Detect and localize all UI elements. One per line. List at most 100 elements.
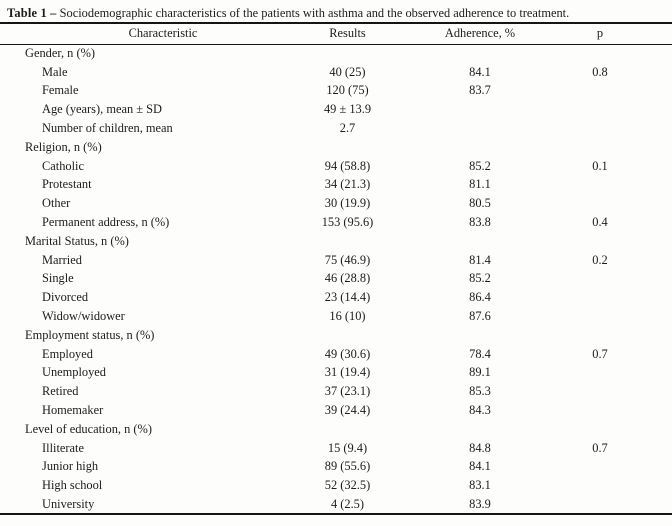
cell-p-value — [555, 420, 645, 439]
cell-p-value — [555, 138, 645, 157]
cell-adherence: 84.1 — [469, 64, 491, 79]
cell-p-value — [555, 326, 645, 345]
cell-results: 16 (10) — [329, 309, 366, 324]
cell-characteristic: Level of education, n (%) — [25, 421, 152, 436]
cell-results: 23 (14.4) — [324, 290, 371, 305]
sociodemographic-table: Characteristic Results Adherence, % p Ge… — [0, 22, 672, 515]
cell-adherence: 83.8 — [469, 215, 491, 230]
cell-characteristic: High school — [42, 478, 103, 493]
table-row: Age (years), mean ± SD 49 ± 13.9 — [0, 100, 672, 119]
cell-adherence: 84.1 — [469, 459, 491, 474]
cell-characteristic: Illiterate — [42, 440, 84, 455]
cell-p-value — [555, 364, 645, 383]
cell-p-value: 0.4 — [592, 215, 608, 230]
cell-p-value — [555, 232, 645, 251]
cell-results: 40 (25) — [329, 64, 366, 79]
cell-results: 4 (2.5) — [330, 496, 365, 511]
cell-adherence — [405, 326, 555, 345]
cell-spacer — [645, 270, 672, 289]
table-row: Employed 49 (30.6) 78.4 0.7 — [0, 345, 672, 364]
cell-spacer — [645, 157, 672, 176]
table-row: Male 40 (25) 84.1 0.8 — [0, 63, 672, 82]
column-header-p: p — [596, 26, 604, 41]
column-header-results: Results — [329, 26, 366, 41]
cell-adherence — [405, 232, 555, 251]
table-row: Employment status, n (%) — [0, 326, 672, 345]
cell-results: 30 (19.9) — [324, 196, 371, 211]
cell-results — [290, 44, 405, 63]
cell-spacer — [645, 382, 672, 401]
cell-characteristic: Marital Status, n (%) — [25, 233, 129, 248]
cell-p-value: 0.7 — [592, 346, 608, 361]
cell-spacer — [645, 401, 672, 420]
cell-adherence — [405, 119, 555, 138]
cell-p-value — [555, 382, 645, 401]
cell-spacer — [645, 326, 672, 345]
cell-p-value: 0.1 — [592, 158, 608, 173]
cell-characteristic: Junior high — [42, 459, 99, 474]
cell-p-value — [555, 476, 645, 495]
cell-adherence: 78.4 — [469, 346, 491, 361]
cell-spacer — [645, 439, 672, 458]
cell-p-value: 0.2 — [592, 252, 608, 267]
table-body: Gender, n (%) Male 40 (25) 84.1 0.8 Fema… — [0, 44, 672, 514]
cell-spacer — [645, 495, 672, 514]
cell-results: 31 (19.4) — [324, 365, 371, 380]
table-row: Widow/widower 16 (10) 87.6 — [0, 307, 672, 326]
table-row: Religion, n (%) — [0, 138, 672, 157]
cell-adherence: 80.5 — [469, 196, 491, 211]
cell-adherence — [405, 138, 555, 157]
cell-characteristic: Protestant — [42, 177, 92, 192]
cell-spacer — [645, 82, 672, 101]
cell-characteristic: Permanent address, n (%) — [42, 215, 170, 230]
cell-spacer — [645, 232, 672, 251]
cell-results: 120 (75) — [326, 83, 369, 98]
cell-characteristic: Married — [42, 252, 82, 267]
cell-p-value — [555, 119, 645, 138]
cell-adherence: 81.1 — [469, 177, 491, 192]
cell-results: 34 (21.3) — [324, 177, 371, 192]
table-row: University 4 (2.5) 83.9 — [0, 495, 672, 514]
table-row: Female 120 (75) 83.7 — [0, 82, 672, 101]
cell-p-value — [555, 307, 645, 326]
table-row: Unemployed 31 (19.4) 89.1 — [0, 364, 672, 383]
cell-adherence: 84.8 — [469, 440, 491, 455]
table-row: Retired 37 (23.1) 85.3 — [0, 382, 672, 401]
table-row: High school 52 (32.5) 83.1 — [0, 476, 672, 495]
cell-characteristic: Single — [42, 271, 74, 286]
header-row: Characteristic Results Adherence, % p — [0, 23, 672, 44]
cell-adherence: 83.9 — [469, 496, 491, 511]
cell-characteristic: Gender, n (%) — [25, 46, 96, 61]
cell-adherence — [405, 44, 555, 63]
cell-spacer — [645, 251, 672, 270]
cell-adherence: 83.7 — [469, 83, 491, 98]
cell-characteristic: Other — [42, 196, 71, 211]
cell-adherence: 87.6 — [469, 309, 491, 324]
cell-spacer — [645, 288, 672, 307]
table-row: Junior high 89 (55.6) 84.1 — [0, 458, 672, 477]
cell-p-value — [555, 176, 645, 195]
cell-spacer — [645, 138, 672, 157]
cell-characteristic: Employed — [42, 346, 93, 361]
table-row: Catholic 94 (58.8) 85.2 0.1 — [0, 157, 672, 176]
cell-p-value — [555, 100, 645, 119]
table-row: Protestant 34 (21.3) 81.1 — [0, 176, 672, 195]
cell-p-value — [555, 458, 645, 477]
table-row: Married 75 (46.9) 81.4 0.2 — [0, 251, 672, 270]
cell-results — [290, 138, 405, 157]
cell-characteristic: Employment status, n (%) — [25, 327, 155, 342]
table-row: Permanent address, n (%) 153 (95.6) 83.8… — [0, 213, 672, 232]
cell-spacer — [645, 176, 672, 195]
cell-adherence: 85.2 — [469, 271, 491, 286]
cell-adherence — [405, 100, 555, 119]
cell-spacer — [645, 458, 672, 477]
table-row: Other 30 (19.9) 80.5 — [0, 194, 672, 213]
table-row: Divorced 23 (14.4) 86.4 — [0, 288, 672, 307]
cell-spacer — [645, 307, 672, 326]
cell-spacer — [645, 345, 672, 364]
cell-spacer — [645, 44, 672, 63]
cell-adherence: 83.1 — [469, 478, 491, 493]
cell-p-value — [555, 401, 645, 420]
table-row: Single 46 (28.8) 85.2 — [0, 270, 672, 289]
column-header-adherence: Adherence, % — [444, 26, 516, 41]
